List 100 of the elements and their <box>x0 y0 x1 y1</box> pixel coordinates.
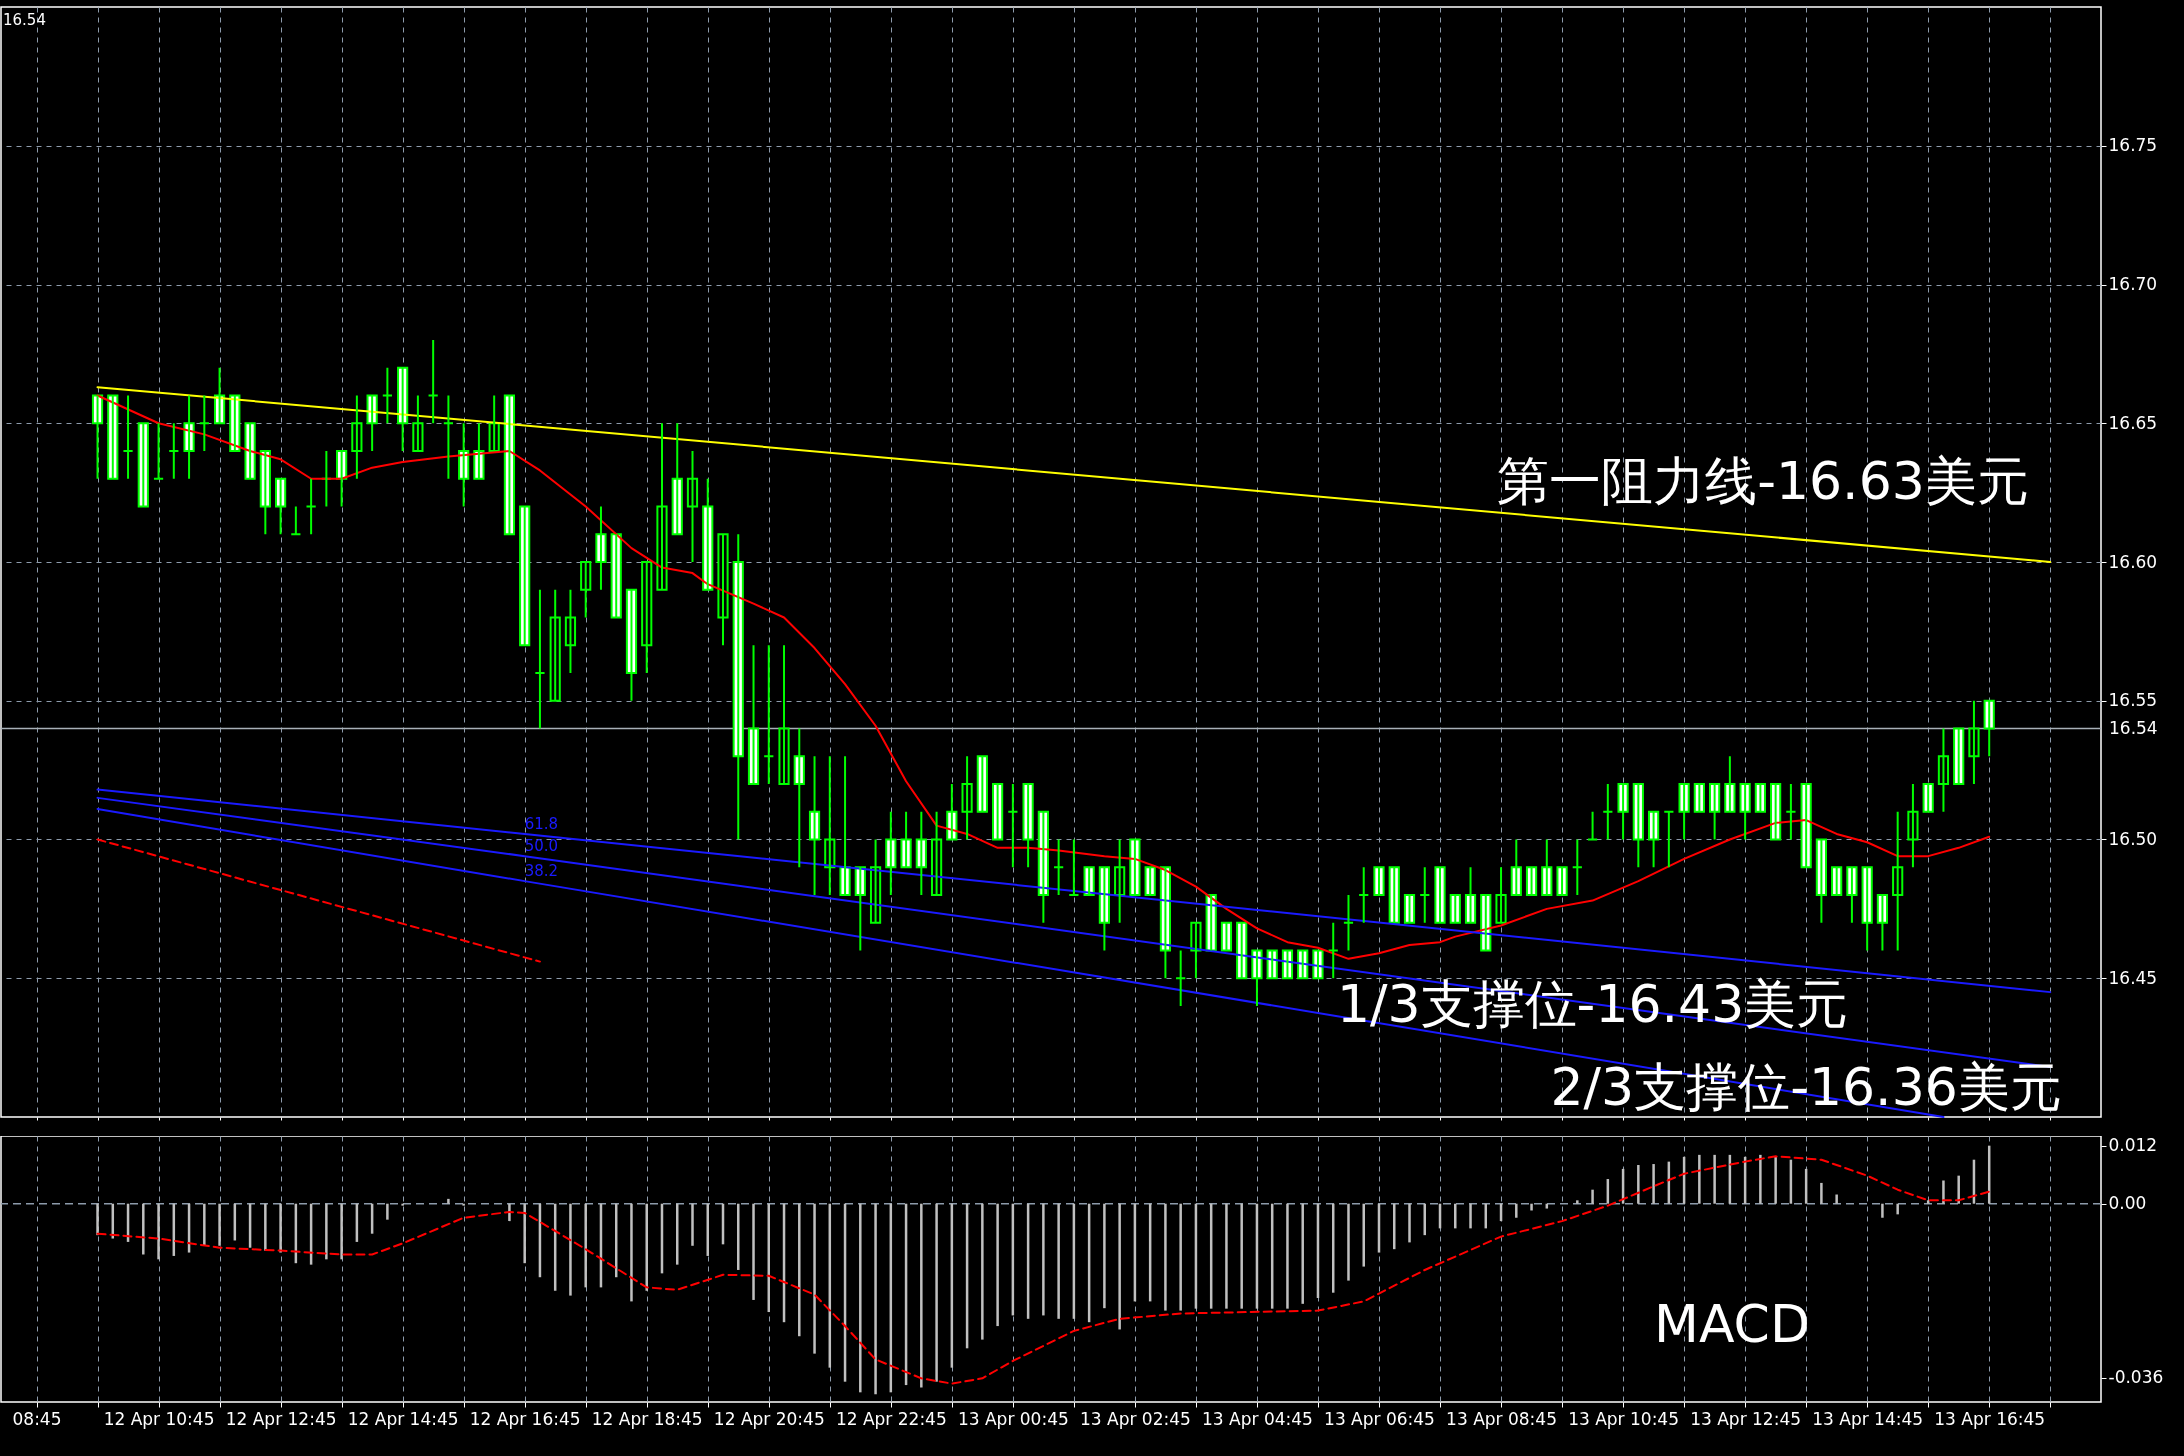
x-tick-label: 12 Apr 10:45 <box>103 1408 215 1429</box>
bar <box>874 1203 877 1395</box>
candlestick <box>1175 949 1187 1007</box>
bar <box>1240 1203 1243 1309</box>
candlestick <box>1480 894 1492 952</box>
candlestick <box>1068 838 1080 896</box>
bar <box>1164 1203 1167 1311</box>
bar <box>1759 1154 1762 1204</box>
bar <box>523 1203 526 1264</box>
candlestick <box>1281 949 1294 980</box>
candlestick <box>1556 866 1568 896</box>
candlestick <box>1083 866 1095 896</box>
y-tick-label: 0.00 <box>2108 1193 2147 1214</box>
candlestick <box>1785 783 1797 841</box>
bar <box>218 1203 221 1246</box>
bar <box>325 1203 328 1260</box>
bar <box>1179 1203 1182 1311</box>
candlestick <box>1266 949 1278 980</box>
candlestick <box>1205 894 1217 952</box>
bar <box>584 1203 587 1288</box>
bar <box>645 1203 648 1291</box>
bar <box>386 1203 389 1220</box>
bar <box>1576 1200 1579 1204</box>
candlestick <box>595 505 607 591</box>
x-tick-label: 13 Apr 02:45 <box>1079 1408 1191 1429</box>
candlestick <box>137 422 149 508</box>
bar <box>981 1203 984 1340</box>
candlestick <box>1236 921 1248 980</box>
x-tick-label: 13 Apr 06:45 <box>1324 1408 1435 1429</box>
candlestick <box>1602 783 1614 841</box>
y-tick-label: 16.45 <box>2108 967 2158 988</box>
candlestick <box>503 394 516 536</box>
candlestick <box>1907 783 1919 869</box>
candlestick <box>1571 838 1583 896</box>
candlestick <box>107 394 119 480</box>
bar <box>1713 1154 1716 1204</box>
bar <box>1835 1194 1838 1204</box>
candlestick <box>305 477 317 536</box>
candlestick <box>229 394 241 452</box>
candlestick <box>381 366 393 425</box>
candlestick <box>1007 783 1019 869</box>
bar <box>996 1203 999 1327</box>
bar <box>1698 1154 1701 1204</box>
bar <box>1820 1182 1823 1204</box>
bar <box>935 1203 938 1382</box>
bar <box>1118 1203 1121 1330</box>
bar <box>1301 1203 1304 1304</box>
candlestick <box>610 533 622 619</box>
series-label: 50.0 <box>524 837 559 856</box>
bar <box>1896 1203 1899 1215</box>
bar <box>1530 1203 1533 1211</box>
bar <box>1957 1175 1960 1204</box>
candlestick <box>290 505 302 536</box>
candlestick <box>1403 894 1416 924</box>
candlestick <box>1586 810 1599 841</box>
candlestick <box>427 339 439 425</box>
candlestick <box>198 394 210 452</box>
bar <box>157 1203 160 1260</box>
bar <box>1469 1203 1472 1229</box>
y-tick-label: 16.55 <box>2108 690 2158 711</box>
bar <box>340 1203 343 1260</box>
candlestick <box>1129 838 1141 896</box>
candlestick <box>1770 783 1782 841</box>
bar <box>1454 1203 1457 1229</box>
bar <box>1103 1203 1106 1309</box>
candlestick <box>1663 810 1675 869</box>
bar <box>1926 1200 1930 1204</box>
candlestick <box>1953 727 1965 785</box>
bar <box>1881 1203 1884 1218</box>
x-tick-label: 12 Apr 12:45 <box>225 1408 337 1429</box>
candlestick <box>152 422 165 480</box>
bar <box>859 1203 862 1393</box>
bar <box>798 1203 801 1337</box>
candlestick <box>519 505 531 647</box>
candlestick <box>1434 866 1446 924</box>
y-tick-label: 16.65 <box>2108 412 2158 433</box>
ref-line-label: 16.54 <box>2109 717 2158 738</box>
bar <box>142 1203 145 1255</box>
candlestick <box>976 755 988 813</box>
candlestick <box>1358 866 1370 924</box>
bar <box>1286 1203 1289 1309</box>
bar <box>920 1203 923 1388</box>
candlestick <box>1754 783 1766 813</box>
bar <box>691 1203 694 1246</box>
candlestick <box>1831 866 1843 896</box>
x-tick-label: 13 Apr 00:45 <box>957 1408 1069 1429</box>
candlestick <box>1495 866 1507 924</box>
bar <box>1942 1180 1945 1204</box>
y-tick-label: 16.60 <box>2108 551 2158 572</box>
x-tick-label: 13 Apr 04:45 <box>1202 1408 1313 1429</box>
y-tick-label: -0.036 <box>2108 1367 2164 1388</box>
candlestick <box>1693 783 1705 813</box>
bar <box>1042 1203 1045 1316</box>
bar <box>630 1203 633 1302</box>
candlestick <box>1419 866 1431 924</box>
candlestick <box>1525 866 1538 896</box>
candlestick <box>1846 866 1858 924</box>
y-tick-label: 0.012 <box>2108 1135 2158 1156</box>
candlestick <box>1373 866 1385 896</box>
candlestick <box>1312 949 1324 980</box>
